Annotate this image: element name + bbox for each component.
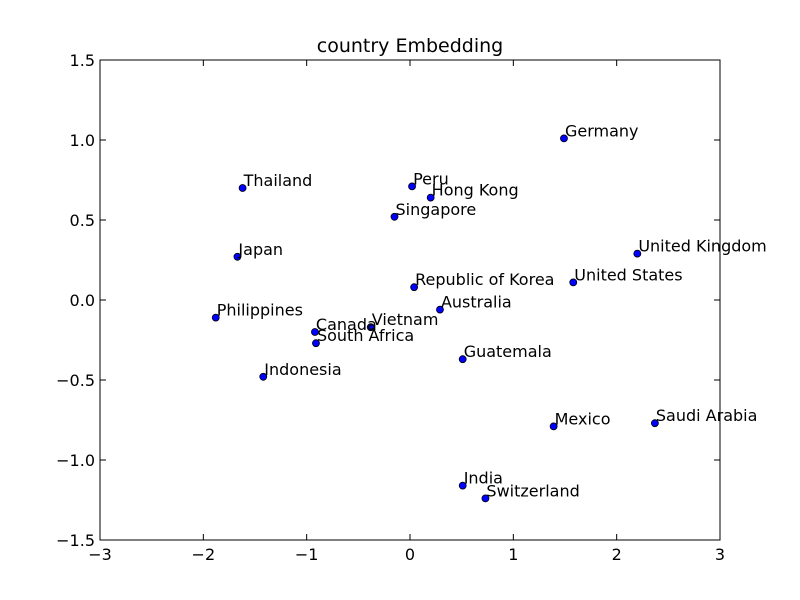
data-point [481,494,490,503]
data-point [560,134,568,143]
point-label: Switzerland [486,481,579,500]
data-point [410,283,419,292]
point-label: Singapore [396,200,477,219]
point-label: Canada [316,315,377,334]
point-label: Thailand [243,171,313,190]
x-tick-label: −1 [295,545,319,564]
x-tick-label: 2 [612,545,622,564]
x-tick-label: −2 [192,545,216,564]
data-point [458,481,467,490]
point-label: Australia [441,293,512,312]
chart-title: country Embedding [317,35,503,57]
data-point [211,313,220,322]
data-point [259,372,268,381]
point-label: Germany [565,121,639,140]
x-tick-label: 1 [508,545,518,564]
x-tick-label: 3 [715,545,725,564]
data-point [426,193,435,202]
data-point [408,182,416,191]
point-label: India [464,469,503,488]
x-tick-label: 0 [405,545,415,564]
data-point [458,355,467,364]
data-point [238,184,247,192]
point-label: Republic of Korea [415,270,554,289]
point-label: Indonesia [264,360,341,379]
data-point [569,278,578,287]
data-point [366,323,375,332]
y-tick-label: −1.5 [56,531,95,550]
data-point [651,419,659,428]
point-label: Vietnam [372,310,439,329]
data-point [436,305,444,314]
x-tick-label: −3 [88,545,112,564]
data-point [233,252,242,261]
data-point [633,249,642,258]
point-label: South Africa [317,326,414,345]
data-point [312,339,320,348]
point-label: United States [574,265,682,284]
y-tick-label: 0.0 [70,291,95,310]
point-label: Hong Kong [432,181,519,200]
plot-frame [99,59,721,541]
point-label: Japan [237,240,283,259]
y-tick-label: −0.5 [56,371,95,390]
data-point [390,212,399,221]
point-label: Mexico [555,409,611,428]
y-tick-label: −1.0 [56,451,95,470]
point-label: Saudi Arabia [656,406,758,425]
point-label: Philippines [217,301,303,320]
point-label: Guatemala [464,342,552,361]
point-label: Peru [413,169,449,188]
y-tick-label: 1.0 [70,131,95,150]
ticks-layer: −3 −2 −1 0 1 2 3 1.5 1.0 0.5 0.0 −0.5 −1.0 −1.5 [56,51,725,564]
data-point [311,328,319,336]
point-label: United Kingdom [638,237,766,256]
y-tick-label: 0.5 [70,211,95,230]
data-point [549,422,558,431]
y-tick-label: 1.5 [70,51,95,70]
